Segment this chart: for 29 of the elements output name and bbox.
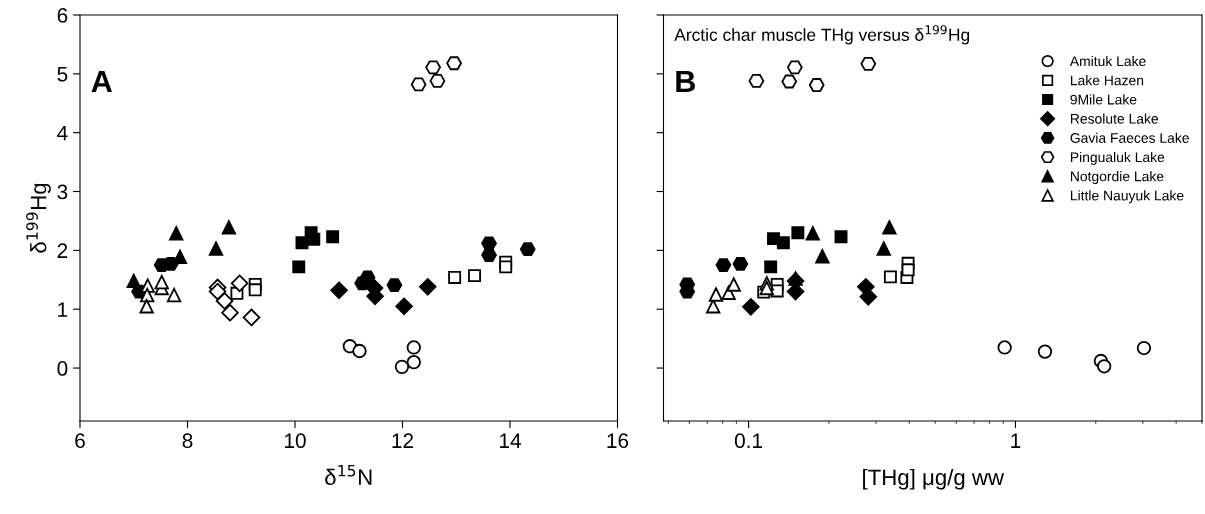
- x-axis-title: [THg] μg/g ww: [863, 468, 1005, 490]
- x-axis-title: δ$^{15}$N: [325, 465, 372, 486]
- legend-label: Resolute Lake: [1070, 113, 1159, 124]
- x-tick-label: 0.1: [734, 433, 763, 449]
- legend-label: Notgordie Lake: [1070, 171, 1164, 185]
- x-tick-label: 6: [75, 433, 85, 449]
- y-tick-label: 0: [57, 361, 68, 376]
- y-tick-label: 3: [57, 184, 68, 200]
- legend-label: Little Nauyuk Lake: [1070, 190, 1184, 204]
- annotation: Arctic char muscle THg versus δ$^{199}$Hg: [674, 25, 970, 45]
- x-tick-label: 12: [392, 433, 414, 448]
- legend-label: Gavia Faeces Lake: [1070, 132, 1189, 143]
- x-tick-label: 16: [607, 433, 629, 449]
- x-tick-label: 1: [1011, 433, 1021, 448]
- legend-label: Amituk Lake: [1069, 55, 1146, 67]
- annotation: A: [91, 70, 113, 92]
- legend-label: Pingualuk Lake: [1070, 151, 1165, 165]
- x-tick-label: 8: [182, 433, 193, 449]
- y-tick-label: 5: [57, 67, 68, 82]
- legend-label: Lake Hazen: [1070, 75, 1144, 86]
- x-tick-label: 10: [285, 433, 306, 449]
- x-tick-label: 14: [500, 433, 521, 448]
- y-tick-label: 4: [57, 125, 68, 141]
- y-tick-label: 6: [57, 8, 68, 23]
- legend-label: 9Mile Lake: [1070, 94, 1137, 105]
- y-axis-title: δ$^{199}$Hg: [26, 183, 51, 253]
- annotation: B: [676, 70, 695, 92]
- y-tick-label: 2: [57, 243, 68, 258]
- y-tick-label: 1: [58, 302, 68, 317]
